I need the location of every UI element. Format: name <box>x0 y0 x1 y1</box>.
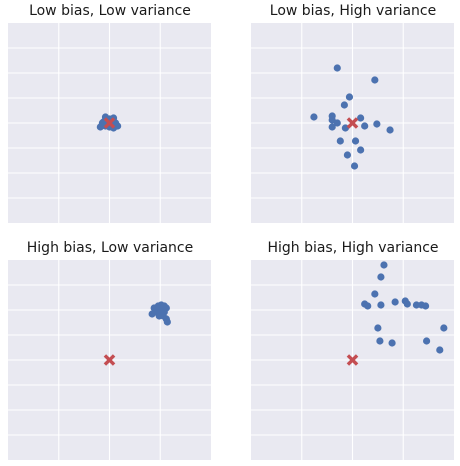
data-point <box>440 324 448 332</box>
data-point <box>98 119 106 127</box>
data-point <box>343 151 352 159</box>
panel-high-bias-high-variance: High bias, High variance <box>251 237 454 437</box>
data-point <box>333 119 341 127</box>
data-point <box>373 120 381 128</box>
target-marker-stroke <box>346 117 359 129</box>
data-point <box>422 337 431 345</box>
data-point <box>388 339 396 347</box>
panel-low-bias-high-variance: Low bias, High variance <box>251 0 454 200</box>
data-point <box>336 137 344 145</box>
target-marker-stroke <box>346 354 359 366</box>
data-point <box>357 146 365 154</box>
panel-title: Low bias, Low variance <box>29 3 191 19</box>
data-point <box>333 64 341 72</box>
panel-low-bias-low-variance: Low bias, Low variance <box>8 0 211 200</box>
data-point <box>391 298 399 306</box>
data-point <box>310 113 318 121</box>
data-point <box>436 346 444 354</box>
data-point <box>345 93 354 101</box>
data-point <box>361 122 369 130</box>
target-marker-stroke <box>103 117 116 129</box>
data-point <box>148 310 156 318</box>
target-marker <box>346 354 359 366</box>
data-point <box>350 162 359 170</box>
panel-high-bias-low-variance: High bias, Low variance <box>8 237 211 437</box>
panel-title: High bias, High variance <box>267 240 439 256</box>
target-marker <box>103 117 116 129</box>
data-point <box>412 301 421 309</box>
target-marker-stroke <box>103 354 116 366</box>
data-point <box>328 123 336 131</box>
data-point <box>340 101 348 109</box>
data-point <box>163 318 171 326</box>
data-point <box>380 261 388 269</box>
scatter-plot-area <box>8 23 211 223</box>
panel-title: High bias, Low variance <box>26 240 194 256</box>
data-point <box>377 301 385 309</box>
data-point <box>351 137 360 145</box>
data-point <box>371 290 379 298</box>
data-point <box>114 122 122 130</box>
data-point <box>374 324 382 332</box>
target-marker <box>346 117 359 129</box>
data-point <box>371 76 379 84</box>
data-point <box>421 302 430 310</box>
data-point <box>377 273 385 281</box>
target-marker <box>103 354 116 366</box>
scatter-plot-area <box>8 260 211 460</box>
scatter-plot-area <box>251 23 454 223</box>
scatter-plot-area <box>251 260 454 460</box>
data-point <box>364 302 372 310</box>
data-point <box>403 300 411 308</box>
panel-title: Low bias, High variance <box>269 3 437 19</box>
data-point <box>357 114 365 122</box>
data-point <box>376 337 384 345</box>
data-point <box>386 126 394 134</box>
